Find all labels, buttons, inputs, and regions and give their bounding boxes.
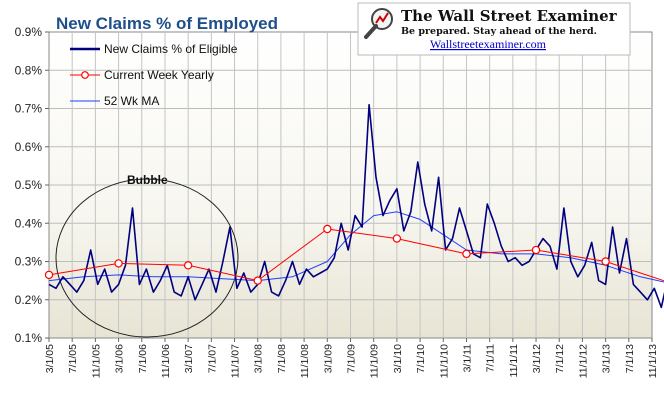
x-tick-label: 11/1/08 xyxy=(299,344,311,378)
current-week-marker xyxy=(323,224,332,234)
bubble-annotation-label: Bubble xyxy=(127,173,168,187)
x-tick-label: 3/1/13 xyxy=(601,344,613,373)
markers-layer xyxy=(44,224,610,285)
legend-label-new-claims: New Claims % of Eligible xyxy=(104,42,238,56)
y-tick-label: 0.7% xyxy=(15,102,43,116)
y-tick-label: 0.2% xyxy=(15,293,43,307)
x-tick-label: 7/1/13 xyxy=(624,344,636,373)
x-tick-label: 3/1/10 xyxy=(392,344,404,373)
series-line-current-week xyxy=(48,228,664,282)
current-week-marker xyxy=(462,249,471,259)
y-tick-label: 0.6% xyxy=(15,140,43,154)
gridlines xyxy=(49,32,652,338)
x-tick-label: 3/1/12 xyxy=(531,344,543,373)
chart-title: New Claims % of Employed xyxy=(56,14,278,33)
series-line-new-claims xyxy=(48,103,664,309)
y-tick-label: 0.3% xyxy=(15,255,43,269)
x-tick-label: 7/1/12 xyxy=(554,344,566,373)
x-tick-label: 11/1/05 xyxy=(90,344,102,378)
x-tick-label: 3/1/08 xyxy=(253,344,265,373)
x-tick-label: 11/1/12 xyxy=(577,344,589,378)
current-week-marker xyxy=(392,234,402,243)
bubble-annotation-ellipse xyxy=(55,178,239,338)
y-tick-label: 0.5% xyxy=(15,178,43,192)
x-tick-label: 11/1/07 xyxy=(230,344,242,378)
x-tick-label: 3/1/11 xyxy=(461,344,473,373)
x-tick-label: 7/1/06 xyxy=(137,344,149,373)
magnifier-icon xyxy=(364,8,393,39)
logo-box xyxy=(357,2,631,56)
y-axis: 0.1% 0.2% 0.3% 0.4% 0.5% 0.6% 0.7% 0.8% 0.9% xyxy=(15,25,49,345)
x-tick-label: 7/1/07 xyxy=(206,344,218,373)
legend-marker-current-week xyxy=(81,71,89,79)
x-tick-label: 11/1/06 xyxy=(160,344,172,378)
y-tick-label: 0.9% xyxy=(15,25,43,39)
x-tick-label: 7/1/11 xyxy=(485,344,497,373)
x-tick-label: 3/1/06 xyxy=(114,344,126,373)
current-week-marker xyxy=(183,261,193,270)
x-tick-label: 11/1/13 xyxy=(647,344,659,378)
logo-block: The Wall Street Examiner Be prepared. St… xyxy=(357,2,631,56)
logo-url[interactable]: Wallstreetexaminer.com xyxy=(430,37,547,51)
x-tick-label: 7/1/10 xyxy=(415,344,427,373)
y-tick-label: 0.8% xyxy=(15,63,43,77)
series-line-52wk-ma xyxy=(48,211,664,283)
current-week-marker xyxy=(531,245,541,255)
current-week-marker xyxy=(601,257,610,266)
logo-tagline: Be prepared. Stay ahead of the herd. xyxy=(401,26,597,37)
x-tick-label: 7/1/05 xyxy=(67,344,79,373)
current-week-marker xyxy=(114,259,123,268)
legend-label-52wk-ma: 52 Wk MA xyxy=(104,94,159,108)
logo-title: The Wall Street Examiner xyxy=(401,7,618,25)
series-layer xyxy=(48,103,664,309)
current-week-marker xyxy=(44,270,54,280)
x-tick-label: 11/1/10 xyxy=(438,344,450,378)
x-tick-label: 3/1/07 xyxy=(183,344,195,373)
x-tick-label: 11/1/09 xyxy=(369,344,381,378)
current-week-marker xyxy=(253,276,262,285)
x-tick-label: 11/1/11 xyxy=(508,344,520,378)
x-tick-label: 3/1/05 xyxy=(44,344,56,373)
x-tick-label: 7/1/08 xyxy=(276,344,288,373)
legend-label-current-week: Current Week Yearly xyxy=(104,68,214,82)
x-tick-label: 3/1/09 xyxy=(322,344,334,373)
legend: New Claims % of Eligible Current Week Ye… xyxy=(70,42,238,108)
y-tick-label: 0.4% xyxy=(15,216,43,230)
x-axis: 3/1/05 7/1/05 11/1/05 3/1/06 7/1/06 11/1/06 3/… xyxy=(44,338,659,378)
x-tick-label: 7/1/09 xyxy=(346,344,358,373)
y-tick-label: 0.1% xyxy=(15,331,43,345)
